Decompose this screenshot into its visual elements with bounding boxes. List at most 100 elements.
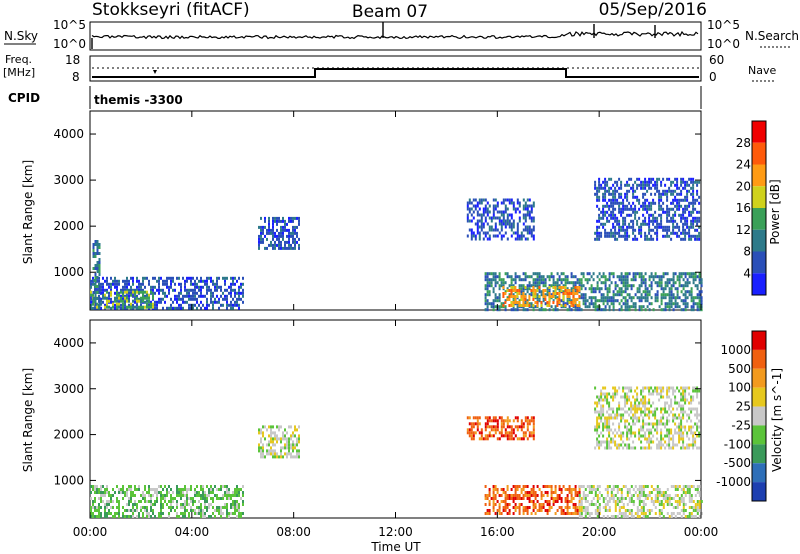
echo-cell bbox=[596, 228, 599, 232]
echo-cell bbox=[500, 225, 503, 229]
echo-cell bbox=[692, 437, 695, 441]
echo-cell bbox=[608, 416, 611, 420]
echo-cell bbox=[178, 303, 180, 307]
echo-cell bbox=[670, 296, 673, 300]
echo-cell bbox=[514, 509, 517, 512]
echo-cell bbox=[484, 231, 487, 235]
echo-cell bbox=[596, 195, 599, 199]
echo-cell bbox=[668, 299, 671, 303]
echo-cell bbox=[238, 512, 240, 515]
echo-cell bbox=[136, 296, 138, 300]
echo-cell bbox=[588, 296, 591, 300]
echo-cell bbox=[640, 392, 643, 396]
echo-cell bbox=[176, 297, 178, 301]
echo-cell bbox=[584, 488, 587, 491]
echo-cell bbox=[524, 431, 527, 435]
echo-cell bbox=[670, 302, 673, 306]
echo-cell bbox=[130, 291, 132, 295]
echo-cell bbox=[634, 195, 637, 199]
echo-cell bbox=[468, 228, 471, 232]
echo-cell bbox=[160, 503, 162, 506]
echo-cell bbox=[258, 225, 260, 229]
echo-cell bbox=[200, 288, 202, 292]
echo-cell bbox=[476, 428, 479, 432]
echo-cell bbox=[272, 440, 274, 444]
echo-cell bbox=[98, 506, 100, 509]
echo-cell bbox=[484, 210, 487, 214]
echo-cell bbox=[578, 503, 581, 506]
echo-cell bbox=[506, 219, 509, 223]
echo-cell bbox=[134, 485, 136, 488]
echo-cell bbox=[616, 491, 619, 494]
echo-cell bbox=[666, 389, 669, 393]
echo-cell bbox=[650, 410, 653, 414]
echo-cell bbox=[294, 434, 296, 438]
echo-cell bbox=[294, 240, 296, 244]
echo-cell bbox=[528, 228, 531, 232]
echo-cell bbox=[186, 509, 188, 512]
echo-cell bbox=[98, 276, 100, 280]
echo-cell bbox=[644, 437, 647, 441]
echo-cell bbox=[524, 506, 527, 509]
echo-cell bbox=[608, 287, 611, 291]
echo-cell bbox=[622, 413, 625, 417]
echo-cell bbox=[586, 512, 589, 515]
echo-cell bbox=[692, 425, 695, 429]
echo-cell bbox=[168, 306, 170, 310]
echo-cell bbox=[160, 297, 162, 301]
echo-cell bbox=[696, 216, 699, 220]
echo-cell bbox=[622, 515, 625, 518]
echo-cell bbox=[620, 407, 623, 411]
echo-cell bbox=[620, 290, 623, 294]
echo-cell bbox=[512, 204, 515, 208]
echo-cell bbox=[644, 186, 647, 190]
echo-cell bbox=[652, 222, 655, 226]
colorbar-swatch bbox=[752, 142, 766, 165]
echo-cell bbox=[598, 216, 601, 220]
echo-cell bbox=[140, 303, 142, 307]
echo-cell bbox=[538, 509, 541, 512]
echo-cell bbox=[656, 275, 659, 279]
echo-cell bbox=[152, 291, 154, 295]
echo-cell bbox=[274, 219, 276, 223]
echo-cell bbox=[682, 503, 685, 506]
echo-cell bbox=[518, 299, 521, 303]
echo-cell bbox=[596, 509, 599, 512]
echo-cell bbox=[118, 293, 120, 297]
echo-cell bbox=[646, 180, 649, 184]
echo-cell bbox=[688, 413, 691, 417]
echo-cell bbox=[620, 225, 623, 229]
echo-cell bbox=[564, 497, 567, 500]
echo-cell bbox=[622, 503, 625, 506]
echo-cell bbox=[152, 512, 154, 515]
echo-cell bbox=[220, 488, 222, 491]
echo-cell bbox=[122, 291, 124, 295]
echo-cell bbox=[208, 288, 210, 292]
echo-cell bbox=[674, 398, 677, 402]
echo-cell bbox=[468, 416, 471, 420]
echo-cell bbox=[610, 192, 613, 196]
echo-cell bbox=[570, 488, 573, 491]
echo-cell bbox=[600, 293, 603, 297]
echo-cell bbox=[274, 443, 276, 447]
echo-cell bbox=[626, 398, 629, 402]
echo-cell bbox=[598, 416, 601, 420]
echo-cell bbox=[612, 407, 615, 411]
echo-cell bbox=[126, 503, 128, 506]
echo-cell bbox=[576, 494, 579, 497]
echo-cell bbox=[620, 299, 623, 303]
echo-cell bbox=[656, 225, 659, 229]
echo-cell bbox=[638, 177, 641, 181]
echo-cell bbox=[596, 500, 599, 503]
echo-cell bbox=[512, 225, 515, 229]
echo-cell bbox=[696, 302, 699, 306]
echo-cell bbox=[602, 413, 605, 417]
echo-cell bbox=[680, 497, 683, 500]
echo-cell bbox=[122, 491, 124, 494]
echo-cell bbox=[604, 228, 607, 232]
echo-cell bbox=[104, 288, 106, 292]
echo-cell bbox=[470, 434, 473, 438]
echo-cell bbox=[130, 500, 132, 503]
echo-cell bbox=[556, 301, 559, 304]
echo-cell bbox=[288, 440, 290, 444]
